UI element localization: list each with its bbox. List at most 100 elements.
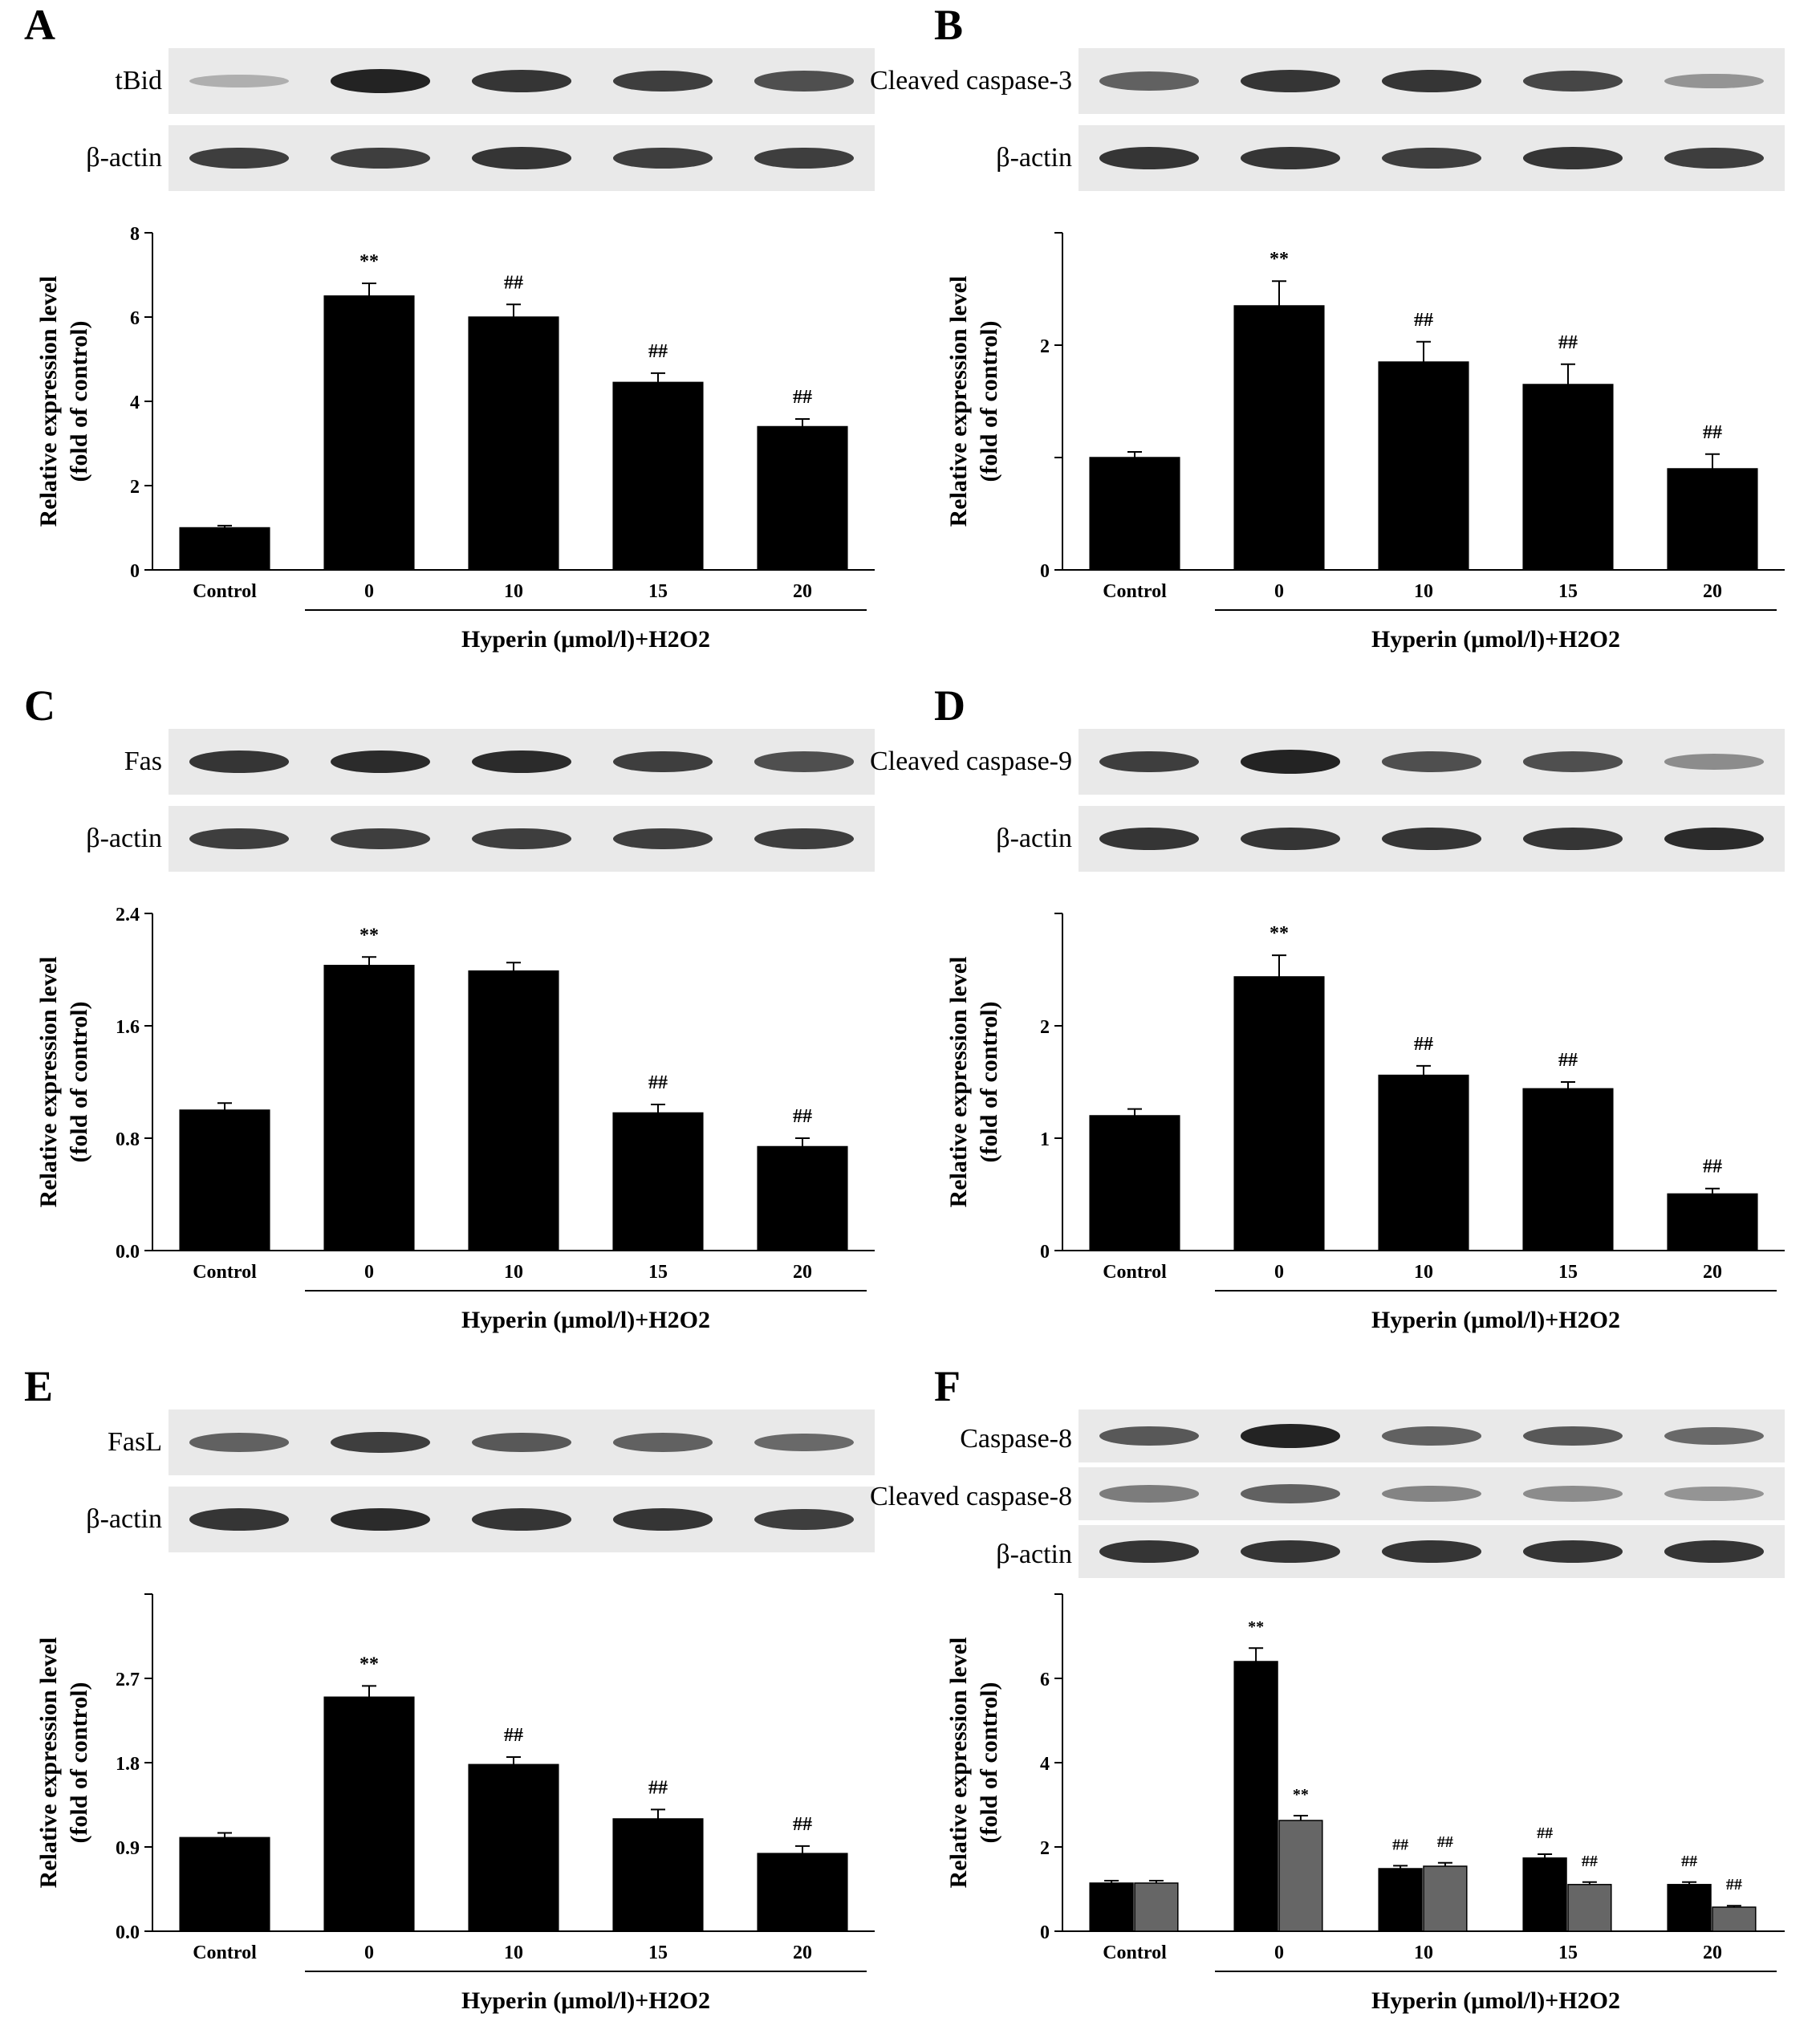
blot-band <box>331 1507 430 1532</box>
x-group-label: Hyperin (μmol/l)+H2O2 <box>461 1307 710 1333</box>
blot-band <box>1099 1426 1199 1446</box>
x-tick-label: 20 <box>1703 1942 1722 1963</box>
blot-band <box>1382 1485 1481 1503</box>
panel-letter: F <box>934 1362 961 1410</box>
blot-band <box>331 147 430 169</box>
x-tick-label: 10 <box>1414 1262 1433 1283</box>
blot-strip <box>1079 729 1785 795</box>
bar <box>1378 1074 1469 1251</box>
bar <box>179 1109 270 1251</box>
x-tick-label: 0 <box>1274 1262 1284 1283</box>
bar <box>1667 468 1758 571</box>
blot-band <box>1241 70 1340 92</box>
significance-label: ** <box>1270 249 1289 270</box>
bar <box>1233 305 1325 571</box>
bar-chart: 0 1 2 Relative expression level (fold of con… <box>945 913 1785 1333</box>
blot-band <box>472 70 571 92</box>
bar <box>1712 1906 1757 1932</box>
blot-band <box>331 1431 430 1454</box>
significance-label: ## <box>648 1777 668 1798</box>
bar <box>323 1696 415 1932</box>
significance-label: ## <box>504 1725 523 1746</box>
blot-band <box>754 751 854 772</box>
blot-band <box>472 147 571 169</box>
blot-band <box>189 147 289 169</box>
panel-letter: E <box>24 1362 54 1410</box>
y-tick-label: 0.9 <box>116 1838 140 1859</box>
significance-label: ## <box>648 1072 668 1093</box>
y-axis-label-sub: (fold of control) <box>976 1682 1002 1843</box>
blot-band <box>1664 1486 1764 1502</box>
x-tick-label: Control <box>1103 1262 1167 1283</box>
bar <box>1278 1820 1323 1932</box>
significance-label: ** <box>360 251 379 272</box>
y-tick-label: 0.0 <box>116 1922 140 1943</box>
blot-band <box>754 71 854 92</box>
significance-label: ## <box>1582 1853 1598 1870</box>
blot-label: β-actin <box>996 1540 1072 1569</box>
blot-band <box>1664 1426 1764 1446</box>
bar <box>757 425 848 571</box>
significance-label: ## <box>1681 1853 1697 1870</box>
bar <box>1134 1882 1179 1932</box>
blot-band <box>754 1508 854 1531</box>
bar <box>1233 1661 1278 1932</box>
x-tick-label: 15 <box>648 581 668 602</box>
y-tick-label: 0 <box>1040 561 1050 582</box>
blot-strip <box>169 729 875 795</box>
blot-strip <box>1079 1525 1785 1578</box>
bar <box>612 1818 704 1932</box>
blot-strip <box>1079 125 1785 191</box>
blot-band <box>472 750 571 774</box>
bar <box>468 1763 559 1932</box>
blot-strip <box>1079 1409 1785 1462</box>
blot-band <box>1382 1426 1481 1446</box>
blot-strip <box>169 125 875 191</box>
blot-band <box>754 1433 854 1452</box>
blot-band <box>754 828 854 850</box>
bar <box>323 965 415 1251</box>
x-tick-label: 20 <box>1703 1262 1722 1283</box>
blot-band <box>1099 750 1199 773</box>
x-tick-label: Control <box>193 1262 257 1283</box>
blot-label: β-actin <box>86 824 162 853</box>
significance-label: ** <box>360 925 379 946</box>
blot-label: Cleaved caspase-8 <box>869 1482 1072 1511</box>
y-tick-label: 0 <box>1040 1242 1050 1263</box>
panel-letter: C <box>24 681 55 730</box>
blot-band <box>1664 147 1764 169</box>
blot-label: Cleaved caspase-9 <box>869 746 1072 776</box>
y-tick-label: 6 <box>1040 1670 1050 1690</box>
blot-label: Caspase-8 <box>960 1424 1072 1454</box>
blot-band <box>331 69 430 93</box>
y-axis-label: Relative expression level <box>945 957 972 1208</box>
bar <box>1423 1865 1468 1932</box>
panel-letter: D <box>934 681 965 730</box>
blot-band <box>189 828 289 850</box>
blot-band <box>1241 1540 1340 1563</box>
x-tick-label: 15 <box>648 1942 668 1963</box>
x-tick-label: 0 <box>364 581 374 602</box>
blot-band <box>1523 147 1623 169</box>
blot-band <box>1382 147 1481 169</box>
significance-label: ## <box>793 1106 812 1127</box>
blot-strip <box>169 1409 875 1475</box>
y-tick-label: 2.7 <box>116 1670 140 1690</box>
bar-chart: 0.0 0.8 1.6 2.4 Relative expression level (fo… <box>35 905 875 1333</box>
blot-band <box>1523 1540 1623 1563</box>
blot-band <box>189 74 289 88</box>
blot-strip <box>169 806 875 872</box>
bar-chart: 0.0 0.9 1.8 2.7 Relative expression level (fo… <box>35 1593 875 2014</box>
y-axis-label-sub: (fold of control) <box>976 1001 1002 1162</box>
blot-band <box>613 1508 713 1531</box>
panel-letter: A <box>24 1 55 49</box>
blot-strip <box>1079 1467 1785 1520</box>
blot-band <box>1664 73 1764 89</box>
bar <box>1089 1115 1180 1251</box>
panel-b: B Cleaved caspase-3 β-actin 0 2 Relative expr… <box>870 0 1820 681</box>
blot-band <box>1523 751 1623 772</box>
blot-band <box>1241 750 1340 774</box>
x-group-label: Hyperin (μmol/l)+H2O2 <box>461 626 710 653</box>
